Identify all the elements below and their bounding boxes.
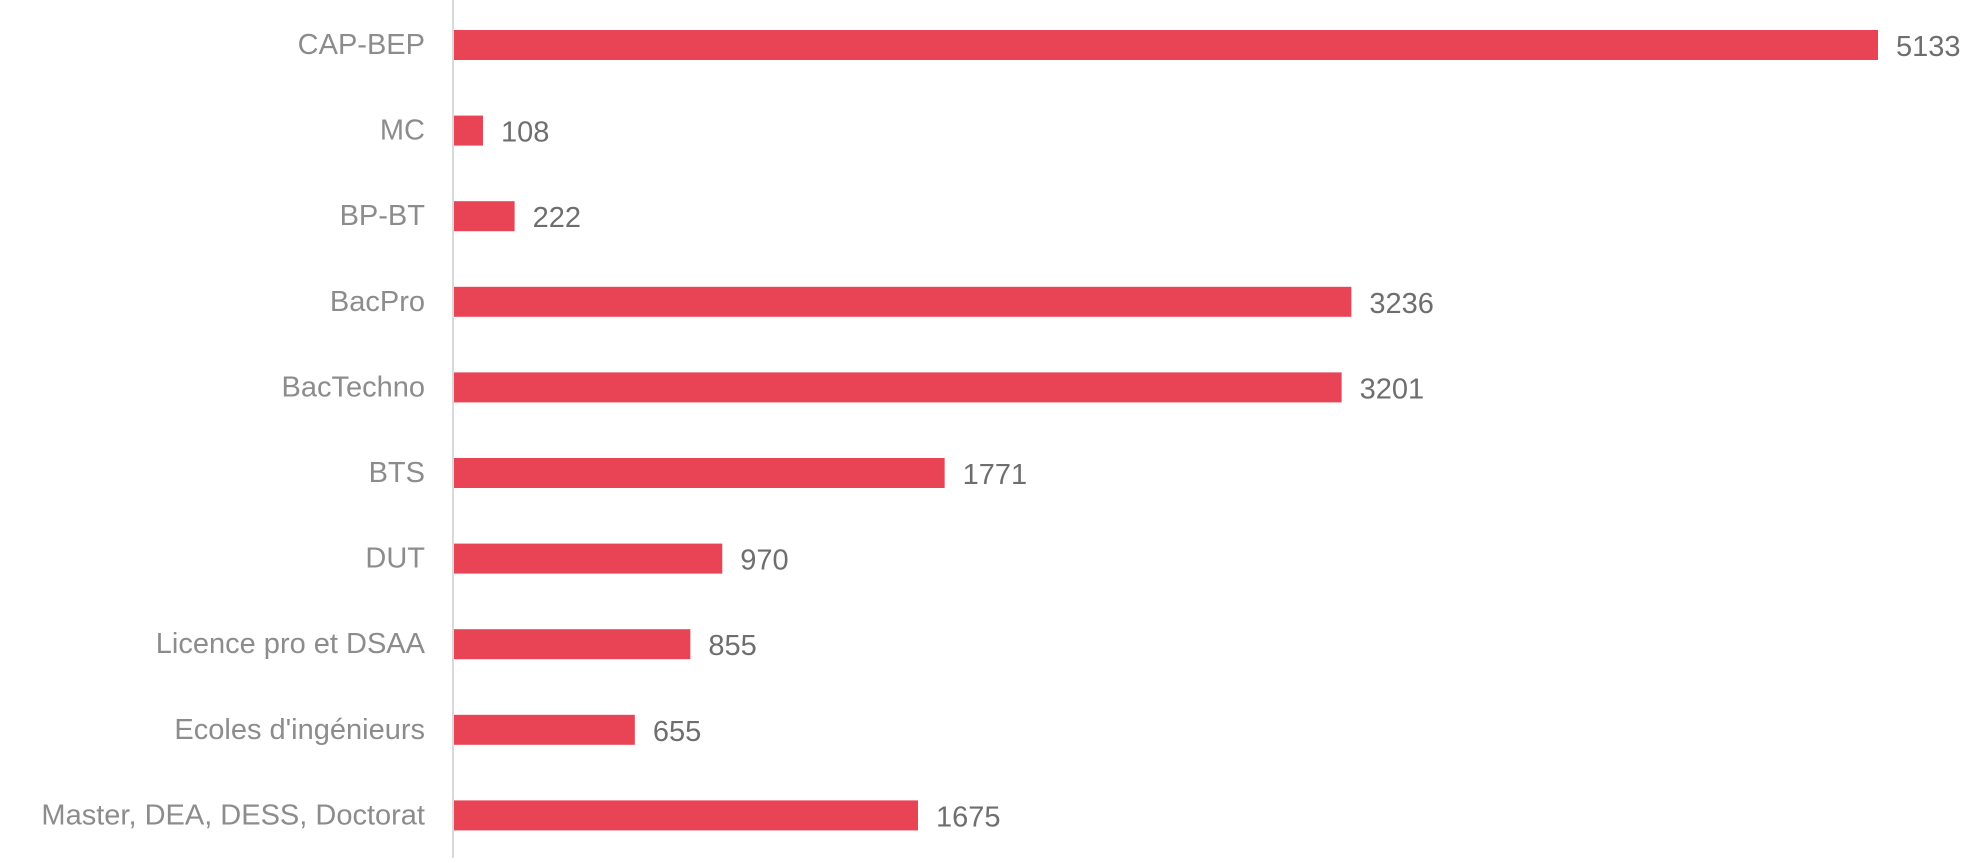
value-label-2: 222 <box>533 202 581 234</box>
bar-7 <box>453 629 691 660</box>
value-label-7: 855 <box>708 630 756 662</box>
bar-4 <box>453 372 1342 403</box>
category-label-1: MC <box>380 115 425 147</box>
value-label-1: 108 <box>501 117 549 149</box>
value-label-4: 3201 <box>1360 373 1425 405</box>
bar-1 <box>453 115 483 146</box>
bar-5 <box>453 458 945 488</box>
bar-8 <box>453 714 635 745</box>
bar-0 <box>453 30 1878 60</box>
labels-layer: CAP-BEP 5133 MC 108 BP-BT 222 BacPro 3236 BacTec… <box>41 29 1960 833</box>
category-label-9: Master, DEA, DESS, Doctorat <box>41 799 425 831</box>
category-label-0: CAP-BEP <box>298 29 425 61</box>
bar-6 <box>453 543 723 574</box>
category-label-5: BTS <box>369 457 425 489</box>
category-label-3: BacPro <box>330 286 425 318</box>
category-label-8: Ecoles d'ingénieurs <box>174 714 425 746</box>
bar-2 <box>453 201 515 232</box>
value-label-0: 5133 <box>1896 31 1961 63</box>
value-label-6: 970 <box>740 545 788 577</box>
value-label-5: 1771 <box>963 459 1028 491</box>
category-label-6: DUT <box>365 543 425 575</box>
value-label-9: 1675 <box>936 801 1001 833</box>
bar-3 <box>453 286 1352 317</box>
bar-9 <box>453 800 919 831</box>
category-label-7: Licence pro et DSAA <box>156 628 426 660</box>
value-label-8: 655 <box>653 716 701 748</box>
bars-layer <box>453 30 1878 831</box>
category-label-2: BP-BT <box>340 200 426 232</box>
category-label-4: BacTechno <box>282 371 426 403</box>
value-label-3: 3236 <box>1369 288 1434 320</box>
